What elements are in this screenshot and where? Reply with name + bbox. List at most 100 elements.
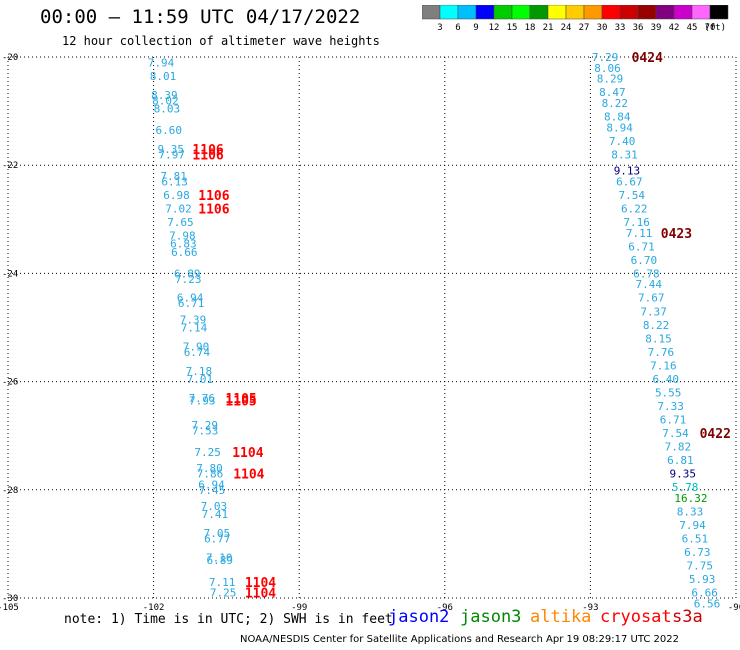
wave-height-label: 5.93 (689, 573, 716, 586)
lat-tick-label: -22 (2, 161, 18, 171)
wave-height-label: 6.66 (691, 587, 718, 600)
wave-height-label: 8.01 (150, 70, 177, 83)
time-label: 1105 (225, 392, 256, 407)
wave-height-label: 6.71 (628, 240, 655, 253)
wave-height-label: 7.40 (609, 135, 636, 148)
wave-height-label: 7.75 (686, 560, 713, 573)
wave-height-label: 9.35 (670, 468, 697, 481)
lat-tick-label: -30 (2, 594, 18, 604)
wave-height-label: 8.06 (594, 62, 621, 75)
time-label: 1106 (192, 143, 223, 158)
wave-height-label: 8.22 (602, 97, 629, 110)
wave-height-label: 7.80 (196, 462, 223, 475)
wave-height-label: 6.66 (171, 246, 198, 259)
wave-height-label: 7.82 (665, 441, 692, 454)
wave-height-label: 6.70 (631, 254, 658, 267)
wave-height-label: 6.73 (684, 546, 711, 559)
wave-height-label: 7.16 (623, 216, 650, 229)
colorbar-tick-label: 42 (669, 23, 680, 33)
wave-height-label: 7.18 (186, 365, 213, 378)
wave-height-label: 16.32 (674, 492, 707, 505)
wave-height-label: 5.78 (672, 481, 699, 494)
map-subtitle: 12 hour collection of altimeter wave hei… (62, 34, 380, 48)
wave-height-label: 7.97 (158, 148, 185, 161)
wave-height-label: 7.25 (210, 587, 237, 600)
lat-tick-label: -20 (2, 53, 18, 63)
colorbar-tick-label: 18 (525, 23, 536, 33)
time-label: 1104 (245, 587, 276, 602)
wave-height-label: 7.67 (638, 292, 665, 305)
wave-height-label: 7.16 (650, 359, 677, 372)
wave-height-label: 7.39 (180, 313, 207, 326)
time-label: 1104 (232, 446, 263, 461)
wave-height-label: 8.15 (645, 332, 672, 345)
wave-height-label: 7.54 (662, 427, 689, 440)
colorbar-tick-label: 30 (597, 23, 608, 33)
colorbar-tick-label: 3 (437, 23, 442, 33)
time-label: 0424 (632, 51, 663, 66)
plot-area: -105 -102 -99 -96 -93 -90 -20 -22 -24 -26 -28 -30 7.… (0, 51, 740, 610)
wave-height-label: 7.76 (648, 346, 675, 359)
wave-height-label: 7.11 (626, 227, 653, 240)
lon-tick-label: -90 (728, 603, 740, 610)
wave-height-label: 7.86 (197, 468, 224, 481)
colorbar-tick-label: 39 (651, 23, 662, 33)
lon-tick-label: -99 (291, 603, 307, 610)
wave-height-label: 7.03 (201, 500, 228, 513)
colorbar-tick-label: 45 (687, 23, 698, 33)
wave-height-label: 6.13 (161, 175, 188, 188)
time-label: 0422 (700, 427, 731, 442)
wave-height-label: 7.11 (209, 576, 236, 589)
wave-height-label: 6.89 (174, 267, 201, 280)
wave-height-label: 8.94 (606, 121, 633, 134)
wave-height-label: 7.10 (206, 551, 233, 564)
note-text: note: 1) Time is in UTC; 2) SWH is in fe… (64, 612, 393, 627)
wave-height-label: 6.71 (660, 413, 687, 426)
time-label: 1104 (233, 468, 264, 483)
wave-height-label: 5.55 (655, 386, 682, 399)
wave-height-label: 6.40 (653, 373, 680, 386)
wave-height-label: 7.81 (160, 170, 187, 183)
wave-height-label: 7.29 (592, 51, 619, 64)
lon-tick-label: -96 (437, 603, 453, 610)
colorbar-tick-label: 21 (543, 23, 554, 33)
wave-height-label: 7.94 (679, 519, 706, 532)
lon-tick-label: -93 (582, 603, 598, 610)
wave-height-label: 7.53 (192, 424, 219, 437)
wave-height-label: 8.31 (611, 148, 638, 161)
wave-height-label: 7.45 (199, 484, 226, 497)
wave-height-label: 7.02 (165, 202, 192, 215)
colorbar-swatch (709, 5, 729, 20)
footer-credit: NOAA/NESDIS Center for Satellite Applica… (240, 634, 679, 645)
wave-height-label: 7.25 (194, 446, 221, 459)
wave-height-label: 8.29 (597, 73, 624, 86)
wave-height-label: 7.14 (181, 322, 208, 335)
time-label: 1106 (198, 189, 229, 204)
wave-height-label: 7.05 (204, 527, 231, 540)
wave-height-label: 7.29 (191, 419, 218, 432)
wave-height-label: 6.71 (178, 297, 205, 310)
wave-height-label: 7.23 (175, 273, 202, 286)
time-label: 1106 (198, 202, 229, 217)
legend-s3a: s3a (672, 607, 703, 627)
lat-tick-label: -24 (2, 269, 18, 279)
wave-height-label: 7.44 (636, 278, 663, 291)
wave-height-label: 6.56 (694, 597, 721, 610)
color-scale-bar: 3 6 9 12 15 18 21 24 27 30 33 36 39 42 45 70(ft) (422, 5, 729, 33)
colorbar-tick-label: 33 (615, 23, 626, 33)
colorbar-tick-label: 12 (489, 23, 500, 33)
wave-height-label: 6.78 (633, 267, 660, 280)
colorbar-tick-label: 36 (633, 23, 644, 33)
legend-jason3: jason3 (460, 607, 522, 627)
lat-tick-label: -26 (2, 378, 18, 388)
wave-height-label: 7.94 (148, 56, 175, 69)
time-label: 0423 (661, 227, 692, 242)
colorbar-tick-label: 70 (705, 23, 716, 33)
wave-height-label: 6.74 (184, 346, 211, 359)
time-label: 1105 (225, 395, 256, 410)
wave-height-label: 7.54 (619, 189, 646, 202)
colorbar-tick-label: 15 (507, 23, 518, 33)
colorbar-tick-label: 9 (473, 23, 478, 33)
wave-height-label: 6.67 (616, 175, 643, 188)
